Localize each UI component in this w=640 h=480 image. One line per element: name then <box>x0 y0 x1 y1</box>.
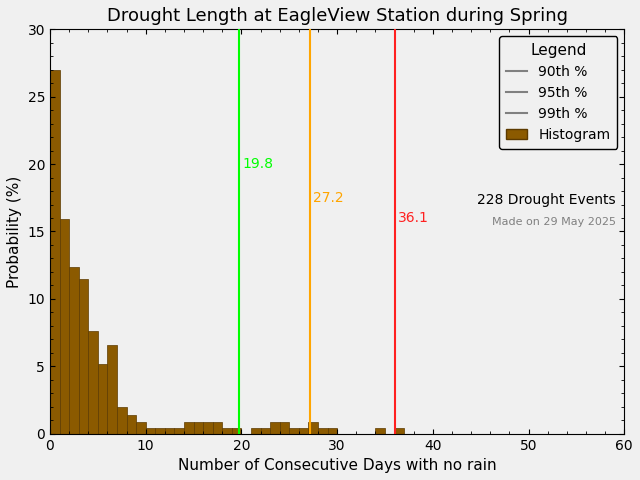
Bar <box>60 219 69 433</box>
Text: 228 Drought Events: 228 Drought Events <box>477 193 616 207</box>
Title: Drought Length at EagleView Station during Spring: Drought Length at EagleView Station duri… <box>107 7 568 25</box>
Bar <box>127 415 136 433</box>
Bar <box>136 421 146 433</box>
Bar <box>280 421 289 433</box>
Text: 27.2: 27.2 <box>313 191 344 205</box>
Bar <box>156 428 165 433</box>
Text: 36.1: 36.1 <box>398 211 429 225</box>
Y-axis label: Probability (%): Probability (%) <box>7 175 22 288</box>
Bar <box>394 428 404 433</box>
Bar <box>69 266 79 433</box>
Bar <box>193 421 203 433</box>
Bar <box>260 428 270 433</box>
Legend: 90th %, 95th %, 99th %, Histogram: 90th %, 95th %, 99th %, Histogram <box>499 36 618 149</box>
Bar <box>308 421 318 433</box>
Bar <box>376 428 385 433</box>
Bar <box>98 363 108 433</box>
Bar <box>146 428 156 433</box>
Bar <box>184 421 193 433</box>
Bar <box>212 421 222 433</box>
Bar <box>203 421 212 433</box>
Bar <box>251 428 260 433</box>
Bar <box>328 428 337 433</box>
X-axis label: Number of Consecutive Days with no rain: Number of Consecutive Days with no rain <box>178 458 497 473</box>
Text: Made on 29 May 2025: Made on 29 May 2025 <box>492 217 616 228</box>
Text: 19.8: 19.8 <box>243 157 273 171</box>
Bar <box>88 331 98 433</box>
Bar <box>289 428 299 433</box>
Bar <box>270 421 280 433</box>
Bar <box>165 428 175 433</box>
Bar <box>108 345 117 433</box>
Bar <box>175 428 184 433</box>
Bar <box>79 278 88 433</box>
Bar <box>117 407 127 433</box>
Bar <box>299 428 308 433</box>
Bar <box>222 428 232 433</box>
Bar <box>232 428 241 433</box>
Bar <box>50 70 60 433</box>
Bar <box>318 428 328 433</box>
